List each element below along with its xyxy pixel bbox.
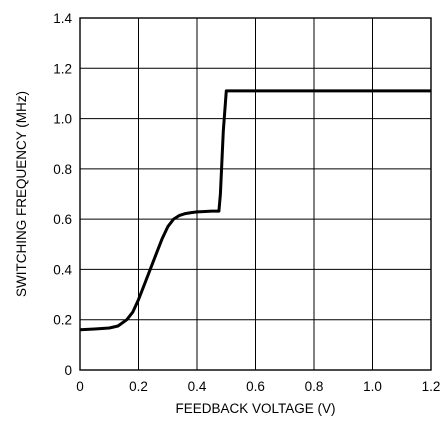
x-tick-label: 1.2	[422, 379, 441, 394]
y-tick-label: 0.6	[53, 212, 72, 227]
y-tick-label: 0.4	[53, 262, 72, 277]
x-axis-label: FEEDBACK VOLTAGE (V)	[175, 401, 335, 416]
grid-layer	[79, 17, 432, 371]
plot-frame	[79, 17, 432, 371]
curve-layer	[79, 89, 431, 332]
y-tick-label: 1.2	[53, 61, 72, 76]
x-tick-label: 1.0	[363, 379, 382, 394]
tick-layer: 0 0.2 0.4 0.6 0.8 1.0 1.2 0 0.2 0.4 0.6 0.8 1.0 1.2 1.…	[53, 11, 440, 394]
series-line	[79, 89, 431, 332]
x-tick-label: 0.2	[129, 379, 148, 394]
y-tick-label: 0.8	[53, 162, 72, 177]
x-tick-label: 0	[76, 379, 84, 394]
y-tick-label: 1.0	[53, 112, 72, 127]
y-tick-label: 0	[64, 363, 72, 378]
y-tick-label: 0.2	[53, 313, 72, 328]
x-tick-label: 0.4	[188, 379, 207, 394]
y-tick-label: 1.4	[53, 11, 72, 26]
x-tick-label: 0.8	[305, 379, 324, 394]
x-tick-label: 0.6	[246, 379, 265, 394]
y-axis-label: SWITCHING FREQUENCY (MHz)	[14, 91, 29, 297]
